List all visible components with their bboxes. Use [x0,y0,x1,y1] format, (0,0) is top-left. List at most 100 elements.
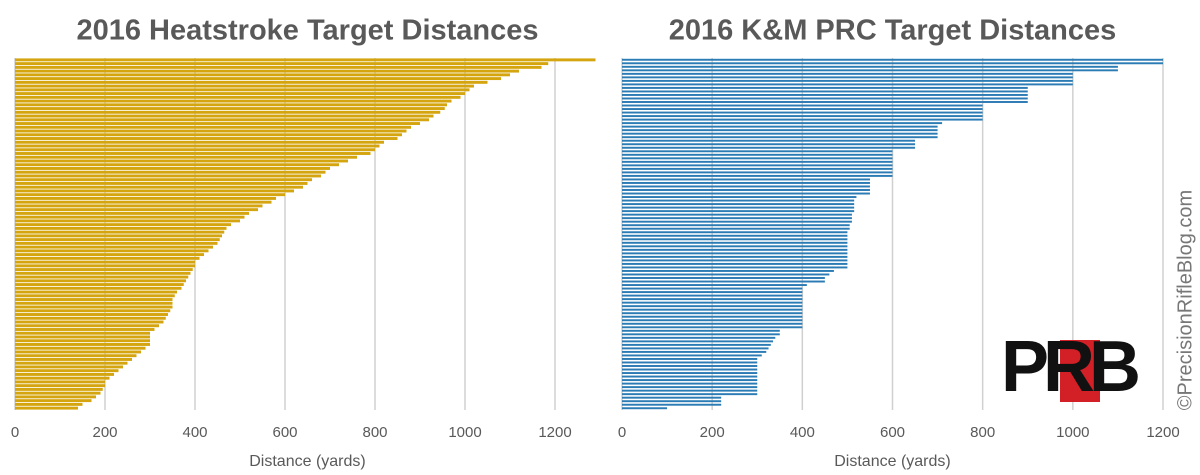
x-tick-label: 400 [790,424,815,441]
bar [622,227,850,230]
bar [622,199,855,202]
bar [15,223,231,227]
bar [622,252,848,255]
x-tick-label: 1200 [538,424,571,441]
bar [622,164,893,167]
bar [15,204,263,208]
bar [15,406,78,410]
bar [15,350,141,354]
bar [15,144,380,148]
bar [15,241,218,245]
bar [622,196,857,199]
bar [622,220,852,223]
x-axis-label: Distance (yards) [834,453,950,470]
bar [15,399,92,403]
bar [622,305,803,308]
bar [15,107,445,111]
bar [622,65,1118,68]
bar [15,80,488,84]
bar [622,326,803,329]
bar [622,178,870,181]
bar [622,403,722,406]
bar [622,153,893,156]
bar [622,83,1073,86]
bar [622,386,758,389]
bar [15,245,213,249]
bar [622,347,769,350]
x-tick-label: 600 [272,424,297,441]
bar [15,226,227,230]
x-tick-label: 1000 [448,424,481,441]
bar [15,376,110,380]
bar [622,203,855,206]
bar [622,217,852,220]
bar [15,328,155,331]
bar [15,395,96,399]
bar [15,103,447,107]
bar [15,343,150,346]
bar [622,108,983,111]
bar [15,148,375,152]
bar [622,86,1028,89]
bar [622,407,668,410]
watermark: ©PrecisionRifleBlog.com [1174,190,1196,410]
bar [15,283,184,287]
bar [15,357,132,361]
bar [15,286,182,290]
bar [622,122,943,125]
bar [622,379,758,382]
chart-title: 2016 K&M PRC Target Distances [669,15,1117,47]
bar [15,298,173,301]
bar [622,174,893,177]
bar [15,234,222,238]
bar [622,284,807,287]
bar [15,215,245,219]
bar [15,230,225,234]
bar [15,122,420,125]
logo: PRB [1001,327,1144,407]
bar [622,354,762,357]
bar [622,315,803,318]
bar [622,157,893,160]
x-tick-label: 800 [970,424,995,441]
bar [622,350,767,353]
bar [622,206,855,209]
x-tick-label: 400 [182,424,207,441]
bar [15,309,171,313]
bar [622,129,938,132]
bar [622,160,893,163]
bar [622,336,776,339]
bar [622,143,916,146]
bar [15,152,371,155]
bar [15,77,501,81]
bar [622,277,825,279]
bar [622,181,870,184]
bar [15,365,123,369]
bar [15,155,357,159]
bar [622,259,848,262]
bar [622,111,983,114]
bar [15,238,220,242]
bar [622,361,758,364]
bar [622,245,848,248]
bar [622,298,803,301]
bar [622,90,1028,93]
bar [622,69,1118,72]
bar [15,167,330,170]
bar [622,340,774,343]
bar [622,189,870,191]
bar [622,400,722,403]
bar [622,329,780,332]
bar [15,129,407,133]
x-tick-label: 200 [92,424,117,441]
bar [622,224,850,227]
bar [622,365,758,367]
bar [622,76,1073,79]
bar [622,104,983,107]
bar [15,137,398,140]
bar [15,211,249,215]
bar [15,170,326,174]
bar [15,264,195,268]
bar [15,402,83,406]
